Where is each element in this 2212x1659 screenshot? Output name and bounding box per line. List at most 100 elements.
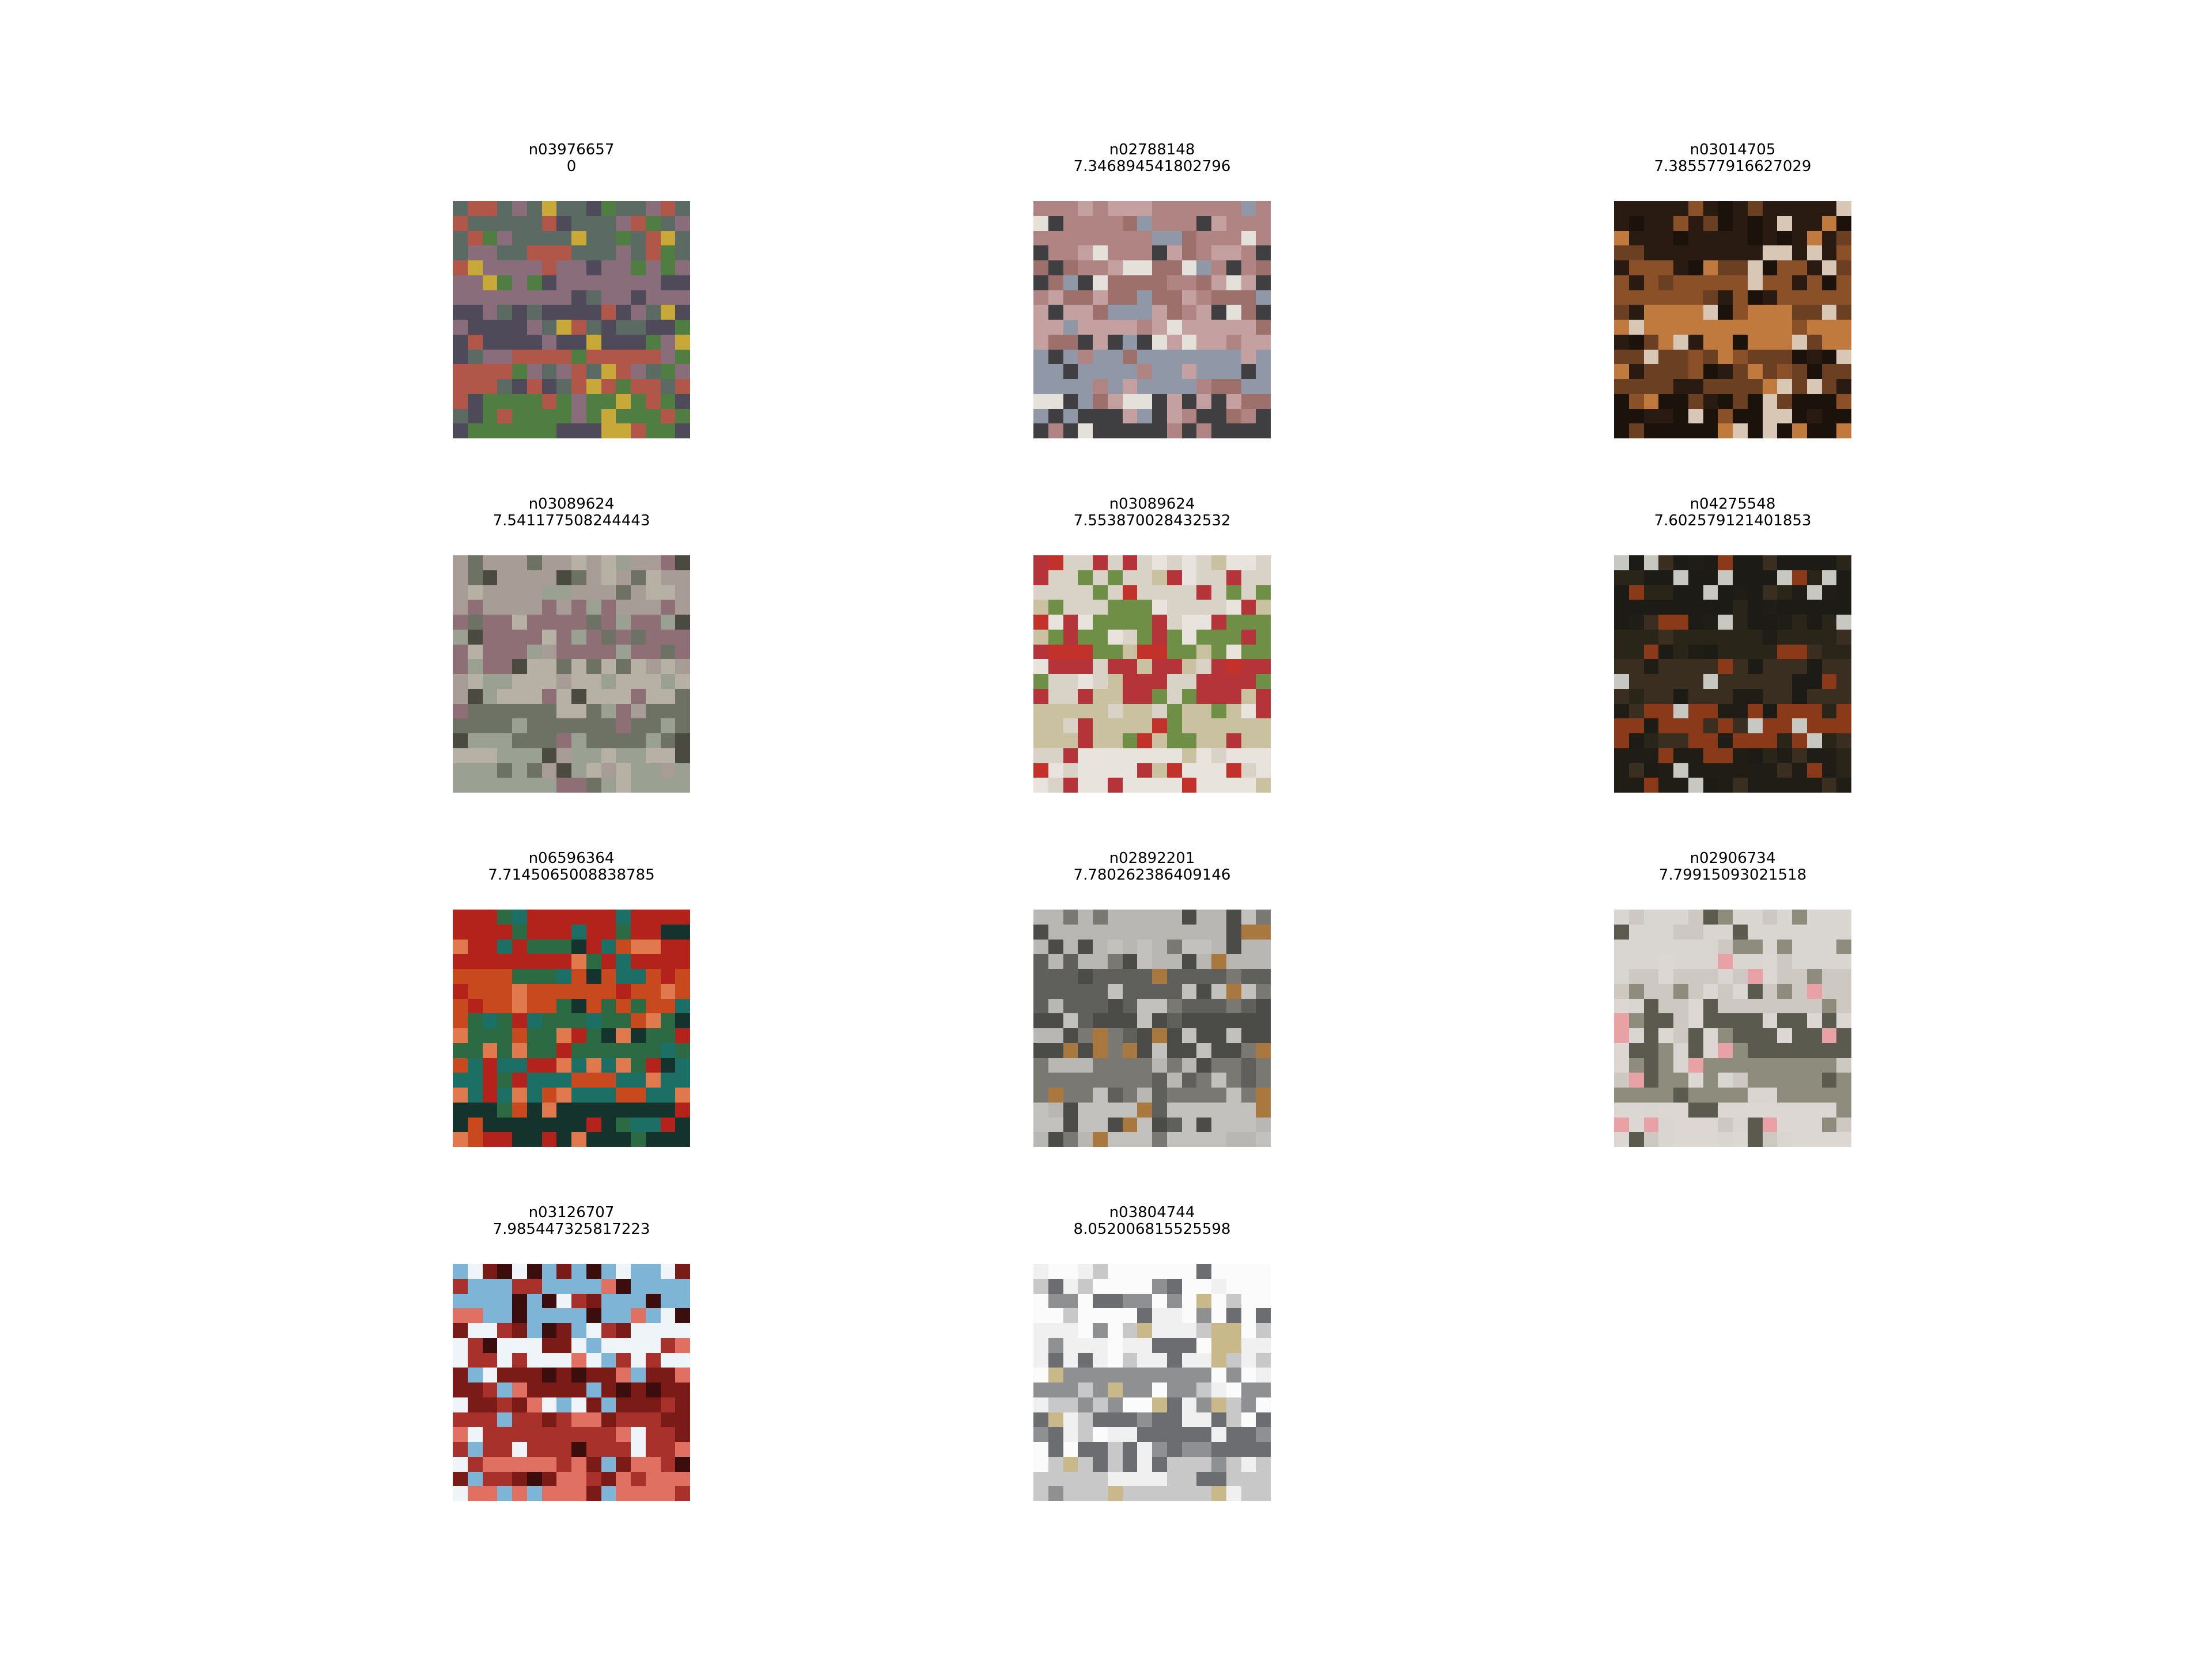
image-pixel [1093, 1456, 1108, 1472]
image-pixel [1137, 659, 1153, 675]
image-pixel [1137, 320, 1153, 335]
image-pixel [1792, 1132, 1808, 1147]
image-pixel [616, 215, 631, 232]
cell-title: n02906734 7.79915093021518 [1560, 850, 1906, 884]
image-pixel [1628, 733, 1645, 749]
image-pixel [556, 1088, 572, 1103]
image-pixel [1107, 733, 1123, 749]
image-pixel [1718, 570, 1733, 586]
image-pixel [571, 998, 587, 1014]
image-pixel [1643, 1013, 1660, 1029]
image-pixel [631, 230, 646, 247]
image-pixel [675, 659, 690, 675]
image-pixel [1836, 423, 1851, 438]
image-pixel [1628, 674, 1645, 690]
image-pixel [631, 275, 646, 291]
image-pixel [467, 910, 483, 925]
image-pixel [1643, 998, 1660, 1014]
image-pixel [1181, 320, 1198, 335]
image-pixel [601, 1382, 617, 1398]
image-pixel [660, 1323, 676, 1339]
image-pixel [660, 1293, 676, 1309]
image-pixel [1078, 1278, 1093, 1294]
image-pixel [1181, 334, 1198, 350]
image-pixel [1777, 393, 1793, 410]
image-pixel [1033, 349, 1049, 365]
image-pixel [527, 1058, 543, 1074]
image-pixel [497, 600, 513, 615]
image-pixel [1152, 1132, 1168, 1147]
image-pixel [571, 1117, 587, 1133]
image-pixel [586, 1013, 602, 1029]
image-pixel [1733, 423, 1748, 438]
image-pixel [1226, 1323, 1242, 1339]
image-pixel [1107, 1102, 1123, 1118]
image-pixel [1196, 570, 1212, 586]
image-pixel [1048, 1293, 1064, 1309]
image-pixel [467, 570, 483, 586]
image-pixel [1226, 600, 1242, 615]
image-pixel [497, 364, 513, 380]
image-pixel [512, 659, 528, 675]
image-pixel [527, 1278, 543, 1294]
image-pixel [1241, 260, 1257, 276]
image-pixel [1241, 305, 1257, 320]
image-pixel [512, 778, 528, 793]
image-pixel [601, 364, 617, 380]
image-pixel [482, 408, 498, 425]
image-pixel [645, 659, 661, 675]
image-pixel [1152, 1028, 1168, 1044]
image-pixel [586, 245, 602, 261]
image-pixel [601, 334, 617, 350]
image-pixel [1241, 585, 1257, 601]
image-pixel [1256, 778, 1271, 793]
image-pixel [571, 1293, 587, 1309]
image-pixel [1048, 1486, 1064, 1501]
image-pixel [645, 778, 661, 793]
image-pixel [541, 245, 558, 261]
image-pixel [1777, 718, 1793, 734]
image-pixel [512, 585, 528, 601]
image-pixel [616, 379, 631, 395]
image-pixel [1048, 275, 1064, 291]
image-pixel [467, 1132, 483, 1147]
image-pixel [675, 910, 690, 925]
image-pixel [1122, 349, 1138, 365]
image-pixel [1048, 320, 1064, 335]
image-pixel [1196, 674, 1212, 690]
image-pixel [1806, 1102, 1823, 1118]
image-pixel [631, 659, 646, 675]
image-pixel [1747, 778, 1763, 793]
image-pixel [1762, 334, 1778, 350]
image-pixel [1078, 1117, 1093, 1133]
image-pixel [1747, 659, 1763, 675]
image-pixel [1211, 1028, 1227, 1044]
image-pixel [1137, 1368, 1153, 1383]
image-pixel [660, 969, 676, 984]
image-pixel [1078, 334, 1093, 350]
image-pixel [1703, 423, 1719, 438]
image-pixel [1078, 1382, 1093, 1398]
image-pixel [1747, 230, 1763, 247]
image-pixel [631, 201, 646, 217]
image-pixel [1137, 778, 1153, 793]
image-pixel [1152, 629, 1168, 645]
image-pixel [631, 215, 646, 232]
image-pixel [1703, 275, 1719, 291]
image-pixel [1211, 230, 1227, 247]
image-pixel [497, 1088, 513, 1103]
image-pixel [1137, 1397, 1153, 1413]
image-pixel [1166, 1073, 1183, 1088]
image-pixel [467, 703, 483, 719]
image-pixel [1122, 1278, 1138, 1294]
image-pixel [586, 659, 602, 675]
image-pixel [1821, 290, 1838, 306]
image-pixel [453, 215, 468, 232]
image-pixel [1658, 275, 1674, 291]
image-pixel [1033, 983, 1049, 999]
image-pixel [1614, 969, 1630, 984]
image-pixel [571, 1013, 587, 1029]
image-pixel [601, 379, 617, 395]
image-pixel [1063, 778, 1079, 793]
image-pixel [1643, 1102, 1660, 1118]
